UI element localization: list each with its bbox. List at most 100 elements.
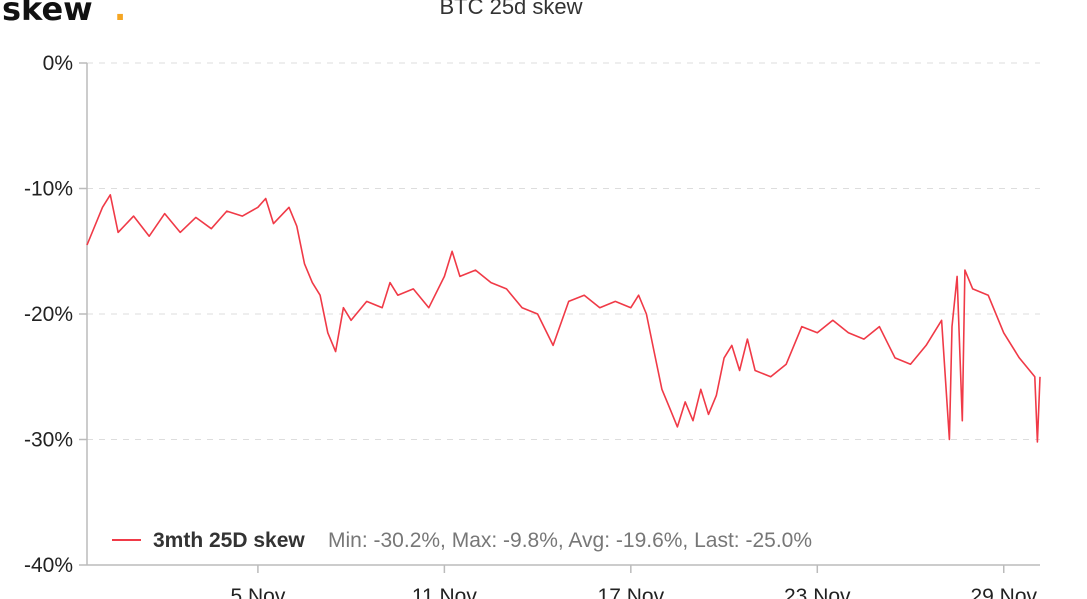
data-point [613, 299, 617, 303]
legend-series-stats: Min: -30.2%, Max: -9.8%, Avg: -19.6%, La… [328, 529, 812, 552]
y-tick-label: -30% [24, 429, 73, 452]
data-point [955, 274, 959, 278]
series-line-3mth-25d-skew [86, 194, 1041, 443]
data-point [877, 325, 881, 329]
data-point [551, 343, 555, 347]
x-tick-label: 29 Nov [970, 585, 1037, 599]
data-point [411, 287, 415, 291]
data-point [85, 243, 89, 247]
data-point [769, 375, 773, 379]
data-point [388, 281, 392, 285]
data-point [738, 369, 742, 373]
data-point [644, 312, 648, 316]
data-point [442, 274, 446, 278]
data-point [310, 281, 314, 285]
data-point [1038, 375, 1042, 379]
data-point [341, 306, 345, 310]
data-point [714, 394, 718, 398]
x-tick-label: 23 Nov [784, 585, 851, 599]
data-point [303, 262, 307, 266]
legend[interactable]: 3mth 25D skew Min: -30.2%, Max: -9.8%, A… [112, 529, 812, 552]
brand-name: skew [2, 0, 93, 28]
data-point [520, 306, 524, 310]
data-point [675, 425, 679, 429]
data-point [132, 214, 136, 218]
data-point [264, 197, 268, 201]
data-point [909, 362, 913, 366]
x-axis-tick-labels: 5 Nov 11 Nov 17 Nov 23 Nov 29 Nov [230, 565, 1038, 599]
data-point [380, 306, 384, 310]
data-point [396, 293, 400, 297]
data-point [637, 293, 641, 297]
data-point [784, 362, 788, 366]
data-point [1017, 356, 1021, 360]
chart-title: BTC 25d skew [439, 0, 582, 19]
data-point [582, 293, 586, 297]
x-tick-label: 5 Nov [230, 585, 285, 599]
data-point [101, 205, 105, 209]
data-point [753, 369, 757, 373]
data-point [427, 306, 431, 310]
data-point [458, 274, 462, 278]
data-point [815, 331, 819, 335]
x-tick-label: 17 Nov [598, 585, 665, 599]
data-point [668, 406, 672, 410]
data-point [950, 325, 954, 329]
data-point [489, 281, 493, 285]
data-point [108, 193, 112, 197]
data-point [147, 234, 151, 238]
data-point [722, 356, 726, 360]
data-point [800, 325, 804, 329]
data-point [598, 306, 602, 310]
data-point [450, 249, 454, 253]
data-point [924, 343, 928, 347]
data-point [699, 387, 703, 391]
data-point [831, 318, 835, 322]
data-point [474, 268, 478, 272]
data-point [209, 227, 213, 231]
data-point [225, 209, 229, 213]
data-point [660, 387, 664, 391]
data-point [256, 205, 260, 209]
data-point [846, 331, 850, 335]
data-point [862, 337, 866, 341]
data-point [1002, 331, 1006, 335]
data-point [116, 230, 120, 234]
data-point [971, 287, 975, 291]
data-point [567, 299, 571, 303]
data-point [240, 214, 244, 218]
brand-dot: . [114, 0, 126, 28]
data-point [629, 306, 633, 310]
data-point [730, 343, 734, 347]
y-axis-tick-labels: 0% -10% -20% -30% -40% [24, 52, 87, 577]
data-point [334, 350, 338, 354]
data-point [652, 350, 656, 354]
data-point [691, 419, 695, 423]
data-point [683, 400, 687, 404]
data-point [178, 230, 182, 234]
y-tick-label: -10% [24, 178, 73, 201]
data-point [536, 312, 540, 316]
y-tick-label: -20% [24, 303, 73, 326]
data-point [272, 222, 276, 226]
data-point [745, 337, 749, 341]
data-point [287, 205, 291, 209]
x-tick-label: 11 Nov [412, 585, 477, 599]
data-point [349, 318, 353, 322]
data-point [893, 356, 897, 360]
data-point [707, 412, 711, 416]
data-point [295, 224, 299, 228]
data-point [318, 293, 322, 297]
data-point [194, 215, 198, 219]
y-tick-label: 0% [43, 52, 73, 75]
legend-series-name: 3mth 25D skew [153, 529, 305, 552]
data-point [326, 331, 330, 335]
data-point [986, 293, 990, 297]
data-point [963, 268, 967, 272]
data-point [1035, 440, 1039, 444]
data-point [1033, 375, 1037, 379]
gridlines [87, 62, 1040, 440]
data-point [163, 212, 167, 216]
data-point [365, 299, 369, 303]
brand-logo: skew . [2, 0, 126, 28]
